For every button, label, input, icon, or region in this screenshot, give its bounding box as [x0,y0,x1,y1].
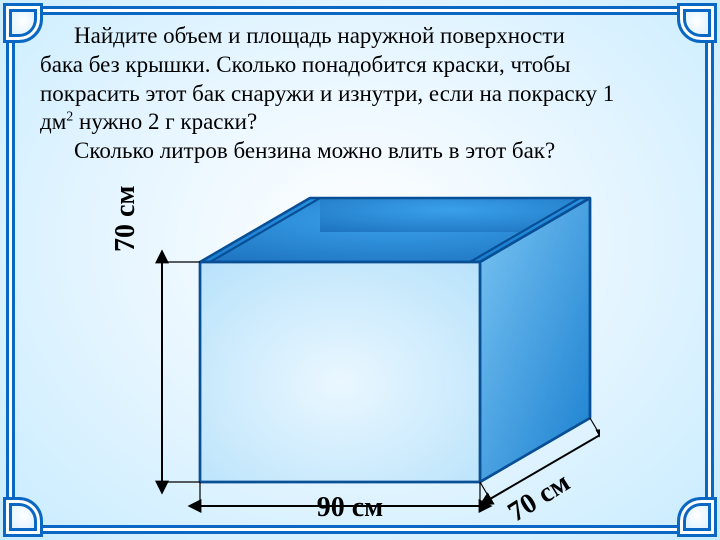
dim-width-label: 90 см [210,492,490,524]
problem-text: Найдите объем и площадь наружной поверхн… [40,22,680,166]
frame-corner-notch [3,3,43,43]
tank-svg [120,182,600,522]
dim-height-label: 70 см [110,186,142,253]
text: Найдите объем и площадь наружной поверхн… [74,23,565,48]
text: дм [40,109,66,134]
slide-stage: Найдите объем и площадь наружной поверхн… [0,0,720,540]
frame-corner-notch [677,3,717,43]
text: покрасить этот бак снаружи и изнутри, ес… [40,81,614,106]
frame-corner-notch [3,497,43,537]
tank-figure: 90 см 70 см 70 см [120,182,600,522]
text: бака без крышки. Сколько понадобится кра… [40,52,570,77]
text: Сколько литров бензина можно влить в это… [74,138,555,163]
text: нужно 2 г краски? [73,109,257,134]
frame-corner-notch [677,497,717,537]
